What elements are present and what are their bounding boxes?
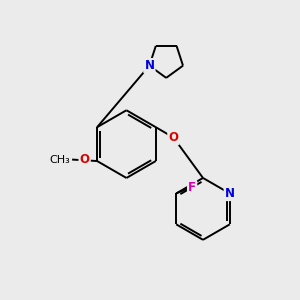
Text: F: F	[188, 181, 196, 194]
Text: N: N	[144, 59, 154, 72]
Text: O: O	[168, 131, 178, 144]
Text: CH₃: CH₃	[50, 154, 70, 165]
Text: N: N	[225, 187, 235, 200]
Text: O: O	[80, 153, 90, 166]
